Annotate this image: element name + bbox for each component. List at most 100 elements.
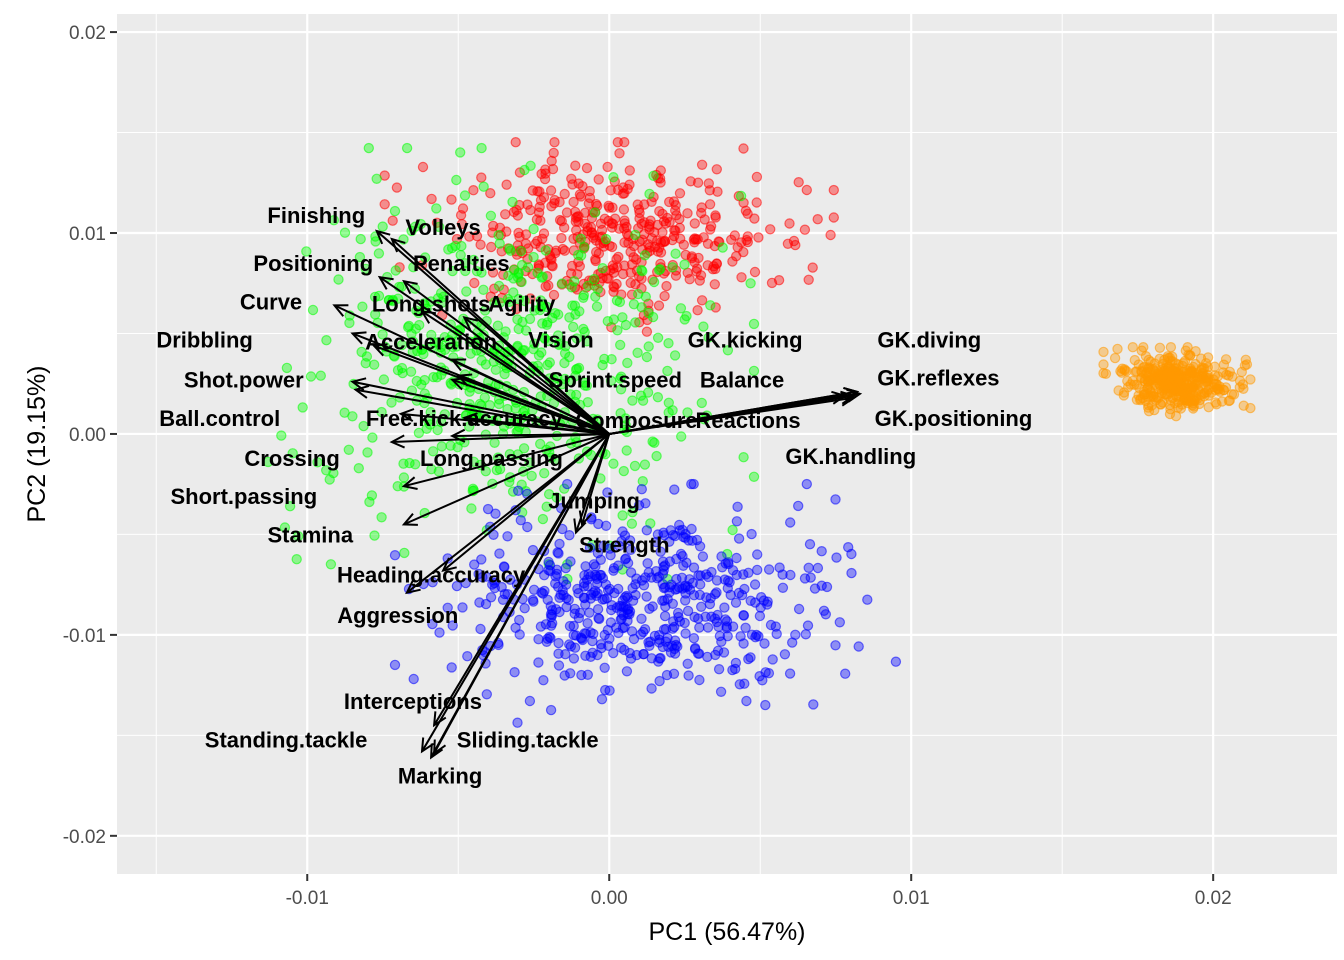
data-point	[686, 478, 697, 490]
data-point	[726, 234, 737, 245]
data-point	[445, 440, 456, 451]
data-point	[1198, 363, 1209, 374]
data-point	[536, 168, 547, 180]
data-point	[560, 562, 572, 574]
data-point	[716, 551, 727, 562]
data-point	[738, 610, 749, 621]
data-point	[659, 610, 671, 622]
data-point	[1162, 389, 1173, 400]
label-strength: Strength	[579, 533, 669, 558]
data-point	[562, 478, 573, 490]
data-point	[582, 397, 594, 408]
x-tick-label: 0.02	[1195, 888, 1232, 909]
data-point	[644, 188, 655, 200]
data-point	[603, 200, 614, 211]
data-point	[485, 291, 496, 302]
data-point	[1211, 378, 1222, 390]
data-point	[793, 500, 804, 512]
data-point	[740, 205, 752, 216]
data-point	[622, 357, 633, 369]
data-point	[621, 445, 632, 456]
data-point	[550, 578, 561, 589]
label-aggression: Aggression	[337, 603, 458, 628]
data-point	[574, 261, 586, 272]
data-point	[634, 207, 645, 219]
data-point	[1143, 399, 1154, 411]
data-point	[659, 236, 671, 247]
data-point	[617, 510, 628, 521]
data-point	[514, 614, 525, 626]
data-point	[419, 252, 431, 263]
data-point	[312, 457, 323, 468]
data-point	[664, 581, 676, 593]
data-point	[589, 273, 600, 285]
data-point	[427, 618, 438, 630]
data-point	[421, 423, 432, 434]
arrow-marking	[429, 433, 611, 760]
data-point	[532, 235, 543, 247]
data-point	[489, 297, 500, 308]
data-point	[664, 196, 675, 208]
data-point	[655, 177, 666, 188]
label-penalties: Penalties	[413, 251, 510, 276]
data-point	[476, 554, 487, 565]
data-point	[1121, 366, 1132, 377]
x-tick-label: -0.01	[286, 888, 329, 909]
data-point	[699, 214, 710, 225]
data-point	[722, 631, 733, 642]
data-point	[790, 629, 801, 641]
data-point	[581, 574, 593, 585]
data-point	[682, 208, 693, 219]
data-point	[830, 494, 841, 505]
arrow-vision	[450, 358, 610, 435]
data-point	[602, 316, 614, 327]
data-point	[1201, 376, 1213, 388]
data-point	[705, 221, 717, 232]
data-point	[547, 163, 559, 175]
data-point	[568, 233, 579, 244]
data-point	[618, 204, 630, 215]
data-point	[544, 357, 556, 368]
data-point	[696, 295, 708, 306]
data-point	[1172, 402, 1184, 413]
data-point	[357, 301, 368, 312]
data-point	[1209, 361, 1220, 372]
data-point	[645, 636, 656, 647]
data-point	[627, 395, 638, 406]
data-point	[478, 284, 489, 295]
data-point	[579, 592, 590, 604]
data-point	[669, 350, 681, 361]
data-point	[494, 548, 505, 559]
data-point	[580, 561, 591, 572]
data-point	[398, 458, 409, 469]
data-point	[1125, 379, 1136, 390]
data-point	[637, 266, 648, 277]
y-tick-label: 0.02	[69, 23, 106, 44]
data-point	[387, 215, 398, 226]
data-point	[615, 642, 627, 653]
data-point	[475, 239, 486, 250]
data-point	[596, 694, 608, 705]
data-point	[548, 289, 560, 301]
data-point	[625, 277, 636, 289]
data-point	[512, 210, 524, 221]
data-point	[343, 444, 354, 455]
y-tick-label: 0.00	[69, 425, 106, 446]
data-point	[654, 653, 665, 664]
data-point	[482, 503, 494, 515]
data-point	[496, 581, 507, 593]
data-point	[675, 233, 686, 244]
data-point	[435, 342, 447, 353]
data-point	[803, 274, 814, 285]
data-point	[339, 227, 351, 238]
data-point	[679, 259, 690, 270]
data-point	[804, 539, 816, 550]
data-point	[548, 147, 559, 159]
data-point	[696, 159, 708, 170]
data-point	[565, 668, 576, 679]
data-point	[605, 550, 616, 561]
data-point	[527, 544, 539, 556]
x-tick-label: 0.00	[591, 888, 628, 909]
data-point	[595, 218, 607, 229]
data-point	[546, 155, 557, 167]
